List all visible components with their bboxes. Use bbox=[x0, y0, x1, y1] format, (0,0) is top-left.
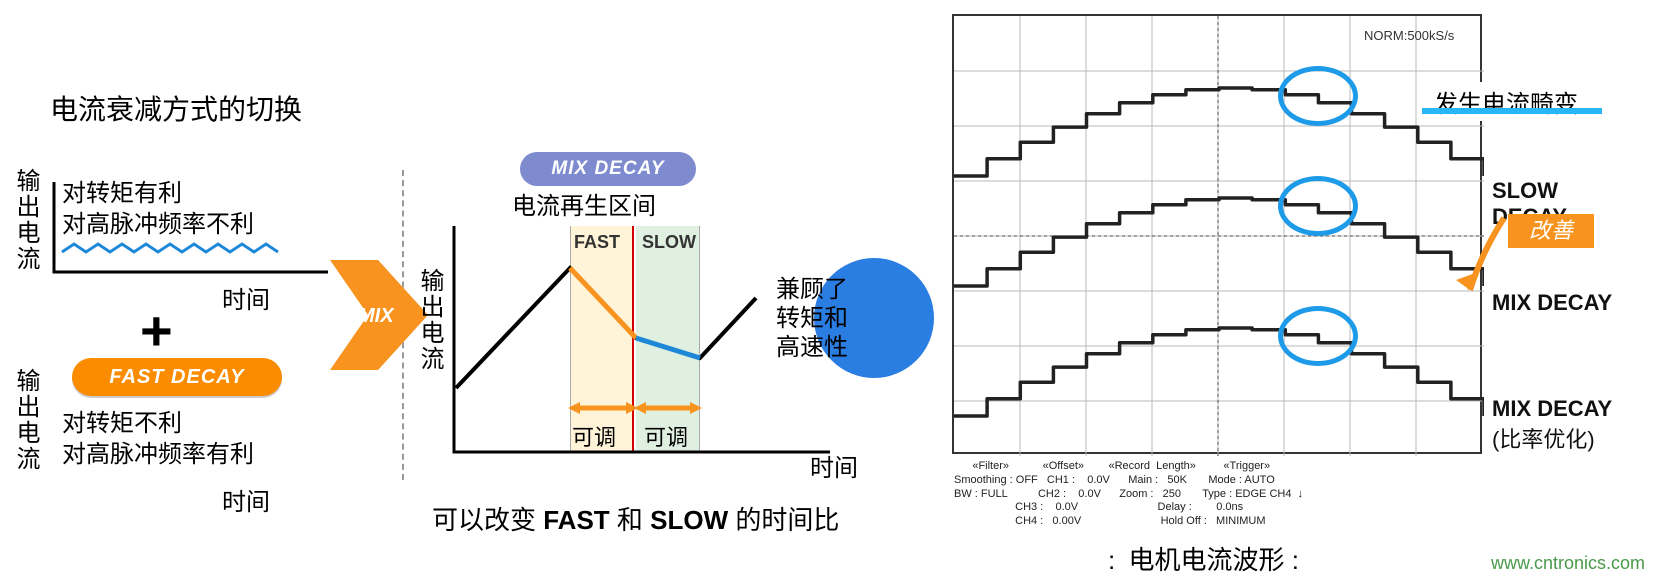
slow-ylabel: 输出电流 bbox=[8, 168, 43, 272]
scope-caption: : 电机电流波形 : bbox=[1108, 540, 1305, 577]
adj-right: 可调 bbox=[644, 420, 688, 452]
distortion-circle-3 bbox=[1278, 306, 1358, 366]
fast-ylabel: 输出电流 bbox=[8, 368, 43, 472]
fast-desc: 对转矩不利 对高脉冲频率有利 bbox=[62, 408, 254, 470]
scope-label-mix1: MIX DECAY bbox=[1492, 290, 1612, 316]
regen-label: 电流再生区间 bbox=[512, 186, 656, 221]
svg-text:NORM:500kS/s: NORM:500kS/s bbox=[1364, 28, 1455, 43]
watermark: www.cntronics.com bbox=[1491, 553, 1645, 574]
cc-fast: FAST bbox=[543, 505, 609, 535]
scope-caption-colon2: : bbox=[1292, 545, 1305, 575]
benefit-l2: 转矩和 bbox=[776, 305, 894, 334]
cc-post: 的时间比 bbox=[728, 505, 839, 535]
scope-caption-colon: : bbox=[1108, 545, 1121, 575]
adj-left: 可调 bbox=[572, 420, 616, 452]
benefit-l3: 高速性 bbox=[776, 334, 894, 363]
slow-line1: 对转矩有利 bbox=[62, 178, 254, 209]
figure-root: 电流衰减方式的切换 输出电流 对转矩有利 对高脉冲频率不利 时间 + 输出电流 … bbox=[0, 0, 1663, 578]
distortion-underline bbox=[1422, 108, 1602, 114]
mix-decay-badge: MIX DECAY bbox=[520, 152, 696, 186]
scope-plot: NORM:500kS/s bbox=[952, 14, 1482, 454]
cc-pre: 可以改变 bbox=[432, 505, 543, 535]
scope-svg: NORM:500kS/s bbox=[954, 16, 1484, 456]
distortion-label: 发生电流畸变 bbox=[1430, 82, 1582, 121]
cc-slow: SLOW bbox=[650, 505, 728, 535]
distortion-circle-2 bbox=[1278, 176, 1358, 236]
plus-icon: + bbox=[140, 298, 173, 363]
mix-arrow-label: MIX bbox=[358, 305, 395, 327]
fast-decay-badge: FAST DECAY bbox=[72, 358, 282, 396]
scope-settings-text: «Filter» «Offset» «Record Length» «Trigg… bbox=[954, 460, 1303, 529]
benefit-l1: 兼顾了 bbox=[776, 276, 894, 305]
fast-xlabel: 时间 bbox=[222, 482, 270, 517]
figure-title: 电流衰减方式的切换 bbox=[50, 88, 302, 128]
scope-label-mix2a: MIX DECAY bbox=[1492, 396, 1612, 422]
slow-xlabel: 时间 bbox=[222, 280, 270, 315]
center-xlabel: 时间 bbox=[810, 448, 858, 483]
scope-caption-text: 电机电流波形 bbox=[1128, 545, 1284, 575]
center-caption: 可以改变 FAST 和 SLOW 的时间比 bbox=[432, 500, 839, 537]
scope-label-mix2b: (比率优化) bbox=[1492, 422, 1595, 454]
slow-desc: 对转矩有利 对高脉冲频率不利 bbox=[62, 178, 254, 240]
benefit-text: 兼顾了 转矩和 高速性 bbox=[776, 276, 894, 362]
slow-line2: 对高脉冲频率不利 bbox=[62, 209, 254, 240]
cc-mid: 和 bbox=[610, 505, 650, 535]
fast-line1: 对转矩不利 bbox=[62, 408, 254, 439]
fast-line2: 对高脉冲频率有利 bbox=[62, 439, 254, 470]
distortion-circle-1 bbox=[1278, 66, 1358, 126]
